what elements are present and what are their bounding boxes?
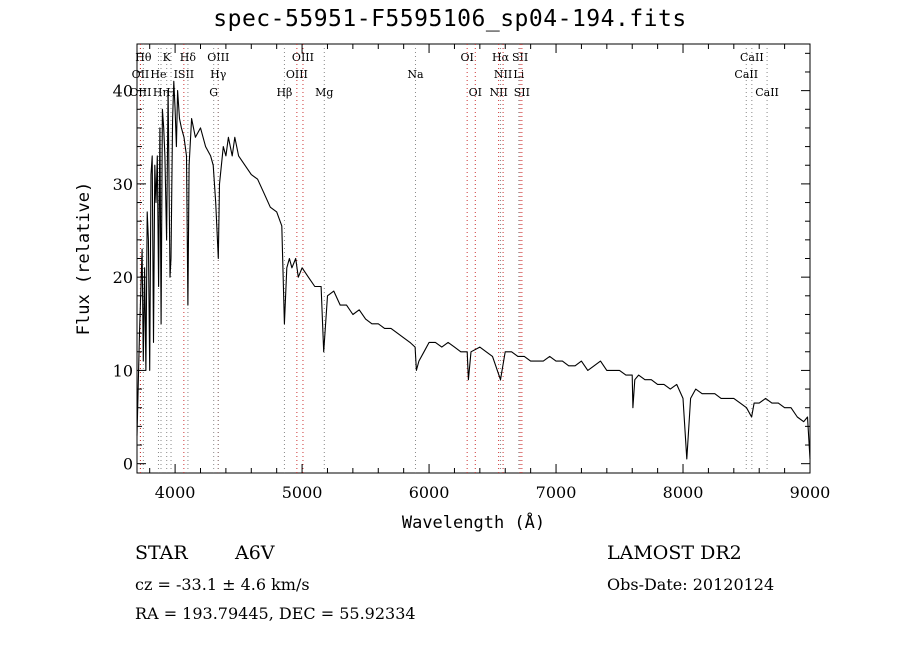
marker-label-23: Li [513,68,524,81]
marker-label-24: SII [514,86,530,99]
x-tick-label-0: 4000 [155,483,196,502]
survey-name: LAMOST DR2 [607,542,742,564]
marker-label-2: OIII [129,86,151,99]
marker-label-11: G [209,86,218,99]
marker-label-16: Na [407,68,424,81]
marker-label-13: OIII [292,51,314,64]
marker-label-27: CaII [755,86,779,99]
marker-label-20: NII [494,68,512,81]
object-class: STAR [135,542,188,564]
x-tick-label-5: 9000 [790,483,831,502]
y-tick-label-4: 40 [113,82,133,101]
x-axis-label: Wavelength (Å) [402,511,545,533]
x-tick-label-1: 5000 [282,483,323,502]
x-tick-label-4: 8000 [663,483,704,502]
marker-label-0: Hθ [135,51,152,64]
marker-label-18: OI [469,86,482,99]
plot-frame [136,43,811,474]
marker-label-19: Hα [492,51,510,64]
marker-label-22: SII [512,51,528,64]
marker-label-7: ISII [174,68,195,81]
marker-label-21: NII [489,86,507,99]
marker-label-12: Hβ [276,86,292,99]
redshift-text: cz = -33.1 ± 4.6 km/s [135,575,310,594]
y-tick-label-0: 0 [123,455,133,474]
marker-label-4: K [163,51,172,64]
marker-label-14: OIII [286,68,308,81]
marker-label-6: H [166,86,176,99]
marker-label-3: Hη [153,86,169,99]
object-subclass: A6V [235,542,275,564]
y-axis-label: Flux (relative) [74,182,94,336]
marker-label-1: OII [132,68,150,81]
coordinates: RA = 193.79445, DEC = 55.92334 [135,604,416,623]
marker-label-26: CaII [734,68,758,81]
marker-label-15: Mg [315,86,333,99]
marker-label-8: Hδ [180,51,197,64]
marker-label-25: CaII [740,51,764,64]
marker-label-5: He [150,68,166,81]
x-tick-label-2: 6000 [409,483,450,502]
y-tick-label-2: 20 [113,268,133,287]
spectrum-series-0 [136,80,811,460]
x-tick-label-3: 7000 [536,483,577,502]
marker-label-9: OIII [207,51,229,64]
y-tick-label-1: 10 [113,361,133,380]
obs-date: Obs-Date: 20120124 [607,575,775,594]
marker-label-17: OI [460,51,473,64]
marker-label-10: Hγ [210,68,227,81]
y-tick-label-3: 30 [113,175,133,194]
chart-title: spec-55951-F5595106_sp04-194.fits [213,6,687,32]
